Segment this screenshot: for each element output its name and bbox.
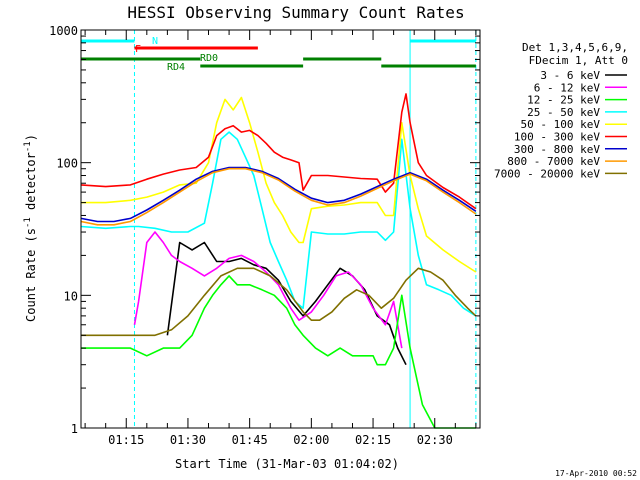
legend: Det 1,3,4,5,6,9, FDecim 1, Att 0 3 - 6 k…	[494, 41, 628, 180]
legend-label-1: 3 - 6 keV	[540, 69, 600, 82]
y-axis-label-exponent: -1	[23, 217, 33, 228]
plot-frame	[80, 29, 481, 429]
x-tick-label-5: 02:15	[355, 433, 391, 447]
series-line-8	[80, 167, 477, 226]
legend-label-6: 100 - 300 keV	[514, 131, 600, 144]
legend-header-line-2: FDecim 1, Att 0	[529, 54, 628, 67]
y-tick-label-1: 1	[71, 422, 78, 436]
y-axis-label-exponent-2: -1	[23, 141, 33, 152]
y-tick-label-4: 1000	[49, 24, 78, 38]
status-bar-label-rd4: RD4	[167, 62, 185, 73]
y-axis-label-close: )	[24, 134, 38, 141]
x-tick-label-4: 02:00	[293, 433, 329, 447]
chart-title: HESSI Observing Summary Count Rates	[127, 3, 464, 22]
status-bar-label-rd0: RD0	[200, 53, 218, 64]
series-line-6	[80, 93, 477, 210]
legend-label-3: 12 - 25 keV	[527, 94, 600, 107]
legend-label-7: 300 - 800 keV	[514, 143, 600, 156]
series-line-2	[133, 231, 403, 349]
y-axis-label-main: Count Rate (s	[24, 228, 38, 322]
x-tick-label-1: 01:15	[108, 433, 144, 447]
x-tick-label-3: 01:45	[232, 433, 268, 447]
series-line-3	[81, 275, 476, 429]
y-axis-label-detector: detector	[24, 152, 38, 217]
y-tick-label-2: 10	[64, 289, 78, 303]
status-bar-label-f: F	[135, 44, 141, 55]
x-tick-label-2: 01:30	[170, 433, 206, 447]
plot-area: NF RD0 RD4 1 10 100 1000 01:15 01:30 01:45 02:00 02…	[49, 24, 481, 447]
legend-label-2: 6 - 12 keV	[534, 81, 601, 94]
legend-label-9: 7000 - 20000 keV	[494, 167, 600, 180]
series-line-4	[80, 131, 477, 317]
x-tick-label-6: 02:30	[417, 433, 453, 447]
legend-header-line-1: Det 1,3,4,5,6,9,	[522, 41, 628, 54]
legend-label-4: 25 - 50 keV	[527, 106, 600, 119]
series-line-7	[80, 166, 477, 223]
status-bar-label-n: N	[152, 36, 158, 47]
x-axis-label: Start Time (31-Mar-03 01:04:02)	[175, 457, 399, 471]
series-line-9	[81, 267, 477, 337]
y-axis-label: Count Rate (s-1 detector-1)	[23, 134, 38, 322]
y-tick-label-3: 100	[56, 157, 78, 171]
legend-label-8: 800 - 7000 keV	[507, 155, 600, 168]
legend-label-5: 50 - 100 keV	[521, 118, 601, 131]
footer-timestamp: 17-Apr-2010 00:52	[555, 469, 637, 478]
